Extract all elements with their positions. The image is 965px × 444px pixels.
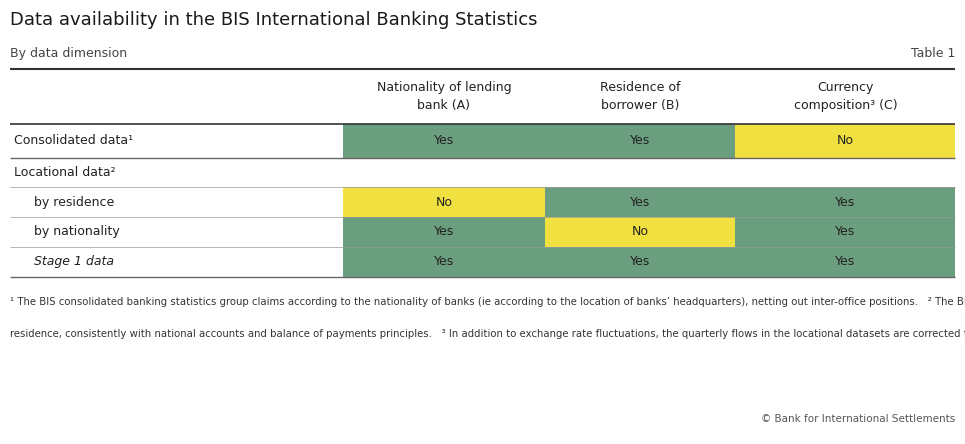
Text: by nationality: by nationality	[34, 226, 120, 238]
Text: Data availability in the BIS International Banking Statistics: Data availability in the BIS Internation…	[10, 11, 538, 29]
Text: Yes: Yes	[434, 135, 454, 147]
Text: ¹ The BIS consolidated banking statistics group claims according to the national: ¹ The BIS consolidated banking statistic…	[10, 297, 965, 308]
Text: Yes: Yes	[836, 255, 855, 268]
Bar	[545, 187, 735, 217]
Bar	[545, 124, 735, 158]
Text: Consolidated data¹: Consolidated data¹	[14, 135, 132, 147]
Bar	[735, 124, 955, 158]
Bar	[735, 187, 955, 217]
Bar	[343, 217, 545, 247]
Text: No: No	[435, 196, 453, 209]
Text: Yes: Yes	[434, 255, 454, 268]
Bar	[545, 217, 735, 247]
Bar	[545, 247, 735, 277]
Text: Yes: Yes	[836, 196, 855, 209]
Text: Yes: Yes	[630, 135, 650, 147]
Text: Yes: Yes	[836, 226, 855, 238]
Text: © Bank for International Settlements: © Bank for International Settlements	[761, 414, 955, 424]
Text: by residence: by residence	[34, 196, 114, 209]
Text: No: No	[837, 135, 854, 147]
Bar	[735, 247, 955, 277]
Bar	[343, 187, 545, 217]
Text: residence, consistently with national accounts and balance of payments principle: residence, consistently with national ac…	[10, 329, 965, 340]
Text: No: No	[632, 226, 648, 238]
Text: By data dimension: By data dimension	[10, 47, 126, 59]
Text: Yes: Yes	[630, 196, 650, 209]
Bar	[343, 124, 545, 158]
Text: Table 1: Table 1	[911, 47, 955, 59]
Text: Nationality of lending
bank (A): Nationality of lending bank (A)	[376, 81, 511, 112]
Text: Yes: Yes	[434, 226, 454, 238]
Text: Yes: Yes	[630, 255, 650, 268]
Text: Locational data²: Locational data²	[14, 166, 115, 179]
Bar	[735, 217, 955, 247]
Text: Residence of
borrower (B): Residence of borrower (B)	[600, 81, 680, 112]
Bar	[343, 247, 545, 277]
Text: Currency
composition³ (C): Currency composition³ (C)	[793, 81, 897, 112]
Text: Stage 1 data: Stage 1 data	[34, 255, 114, 268]
